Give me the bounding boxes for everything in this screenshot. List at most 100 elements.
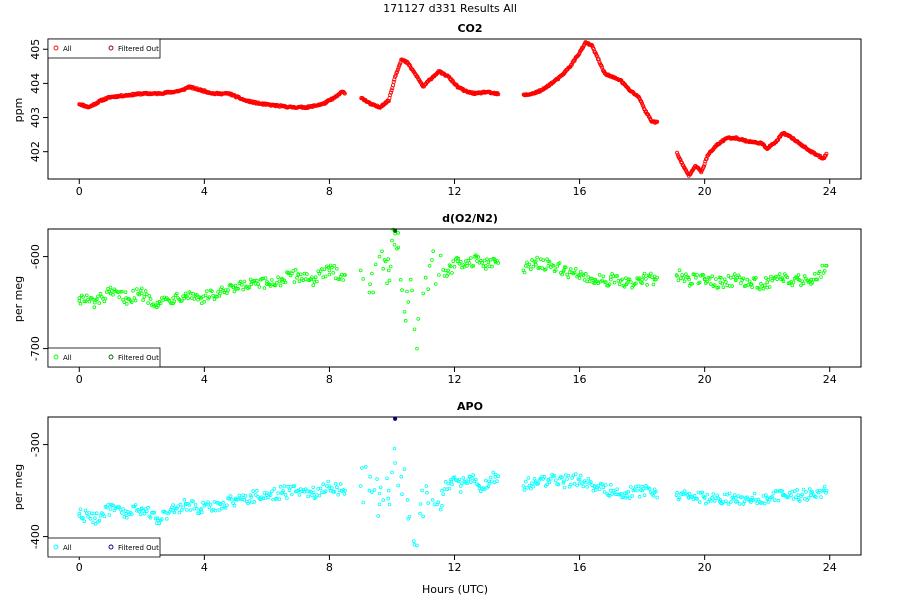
data-point: [93, 516, 97, 520]
data-point: [240, 282, 244, 287]
data-point: [580, 481, 584, 485]
data-point: [622, 284, 627, 289]
data-point: [412, 327, 417, 332]
data-point: [637, 494, 642, 499]
data-point: [677, 268, 682, 273]
data-point: [593, 484, 597, 488]
data-point: [220, 285, 224, 290]
data-point: [108, 285, 113, 290]
x-tick-label: 8: [326, 561, 333, 574]
data-point: [305, 272, 309, 276]
data-point: [327, 484, 332, 488]
data-point: [640, 488, 644, 493]
data-point: [492, 257, 497, 261]
data-point: [762, 283, 767, 288]
data-point: [682, 279, 687, 284]
data-point: [248, 493, 253, 498]
data-point: [764, 493, 768, 497]
data-point: [111, 503, 115, 508]
data-point: [542, 474, 547, 479]
data-point: [474, 254, 479, 259]
data-point: [107, 513, 112, 517]
x-tick-label: 16: [573, 561, 587, 574]
data-point: [418, 502, 423, 506]
data-point: [208, 503, 213, 507]
data-point: [677, 496, 682, 500]
data-point: [801, 281, 806, 286]
data-point: [147, 294, 152, 298]
data-point: [199, 507, 204, 511]
data-point: [92, 305, 97, 310]
data-point: [809, 277, 813, 282]
data-point: [181, 505, 185, 510]
data-point: [251, 489, 255, 493]
data-point: [757, 287, 762, 292]
data-point: [458, 259, 463, 264]
data-point: [701, 164, 706, 169]
data-point: [599, 63, 604, 68]
data-point: [392, 446, 397, 451]
data-point: [388, 90, 393, 95]
data-point: [569, 62, 574, 67]
data-point: [77, 514, 82, 518]
data-point: [546, 477, 551, 482]
data-point: [425, 490, 429, 495]
data-point: [547, 480, 552, 485]
data-point: [343, 273, 347, 277]
x-tick-label: 12: [448, 373, 462, 386]
legend-all-label: All: [63, 544, 72, 552]
data-point: [81, 515, 85, 520]
legend-box: [47, 537, 161, 558]
data-point: [311, 490, 316, 495]
data-point: [326, 479, 331, 484]
data-point: [330, 486, 334, 490]
x-tick-label: 24: [823, 185, 837, 198]
x-tick-label: 20: [698, 185, 712, 198]
data-point: [186, 296, 190, 301]
data-point: [175, 291, 179, 296]
panel-apo: APO per meg 0 4 8 12 16 20 24 -400 -300 All Filt…: [12, 400, 862, 574]
data-point: [238, 279, 243, 284]
data-point: [377, 502, 382, 507]
panel-apo-ylabel: per meg: [12, 464, 25, 510]
data-point: [615, 274, 619, 278]
data-point: [443, 479, 448, 484]
data-point: [255, 488, 259, 493]
data-point: [734, 277, 738, 282]
data-point: [272, 486, 277, 491]
data-point: [730, 284, 734, 288]
data-point: [718, 497, 723, 502]
data-point: [142, 294, 147, 299]
data-point: [343, 488, 347, 493]
data-point: [220, 506, 224, 511]
data-point: [716, 285, 721, 290]
panel-o2n2-frame: [47, 228, 862, 368]
data-point: [396, 483, 401, 488]
data-point: [562, 479, 566, 484]
data-point: [780, 493, 785, 498]
data-point: [418, 511, 422, 516]
data-point: [386, 257, 391, 261]
data-point: [295, 275, 299, 280]
data-point: [465, 263, 469, 268]
data-point: [651, 493, 656, 498]
data-point: [563, 265, 568, 270]
legend-filtered-marker: [108, 544, 114, 550]
data-point: [543, 267, 548, 272]
data-point: [178, 502, 183, 507]
data-point: [477, 484, 482, 488]
data-point: [781, 279, 786, 284]
data-point: [421, 514, 426, 519]
data-point: [200, 301, 204, 306]
data-point: [551, 474, 556, 478]
data-point: [747, 279, 752, 284]
data-point: [721, 285, 726, 290]
data-point: [385, 281, 389, 286]
data-point: [582, 278, 587, 282]
data-point: [448, 264, 453, 269]
data-point: [335, 485, 339, 490]
data-point: [493, 259, 498, 264]
data-point: [475, 259, 479, 263]
data-point: [577, 477, 582, 482]
data-point: [358, 268, 363, 273]
